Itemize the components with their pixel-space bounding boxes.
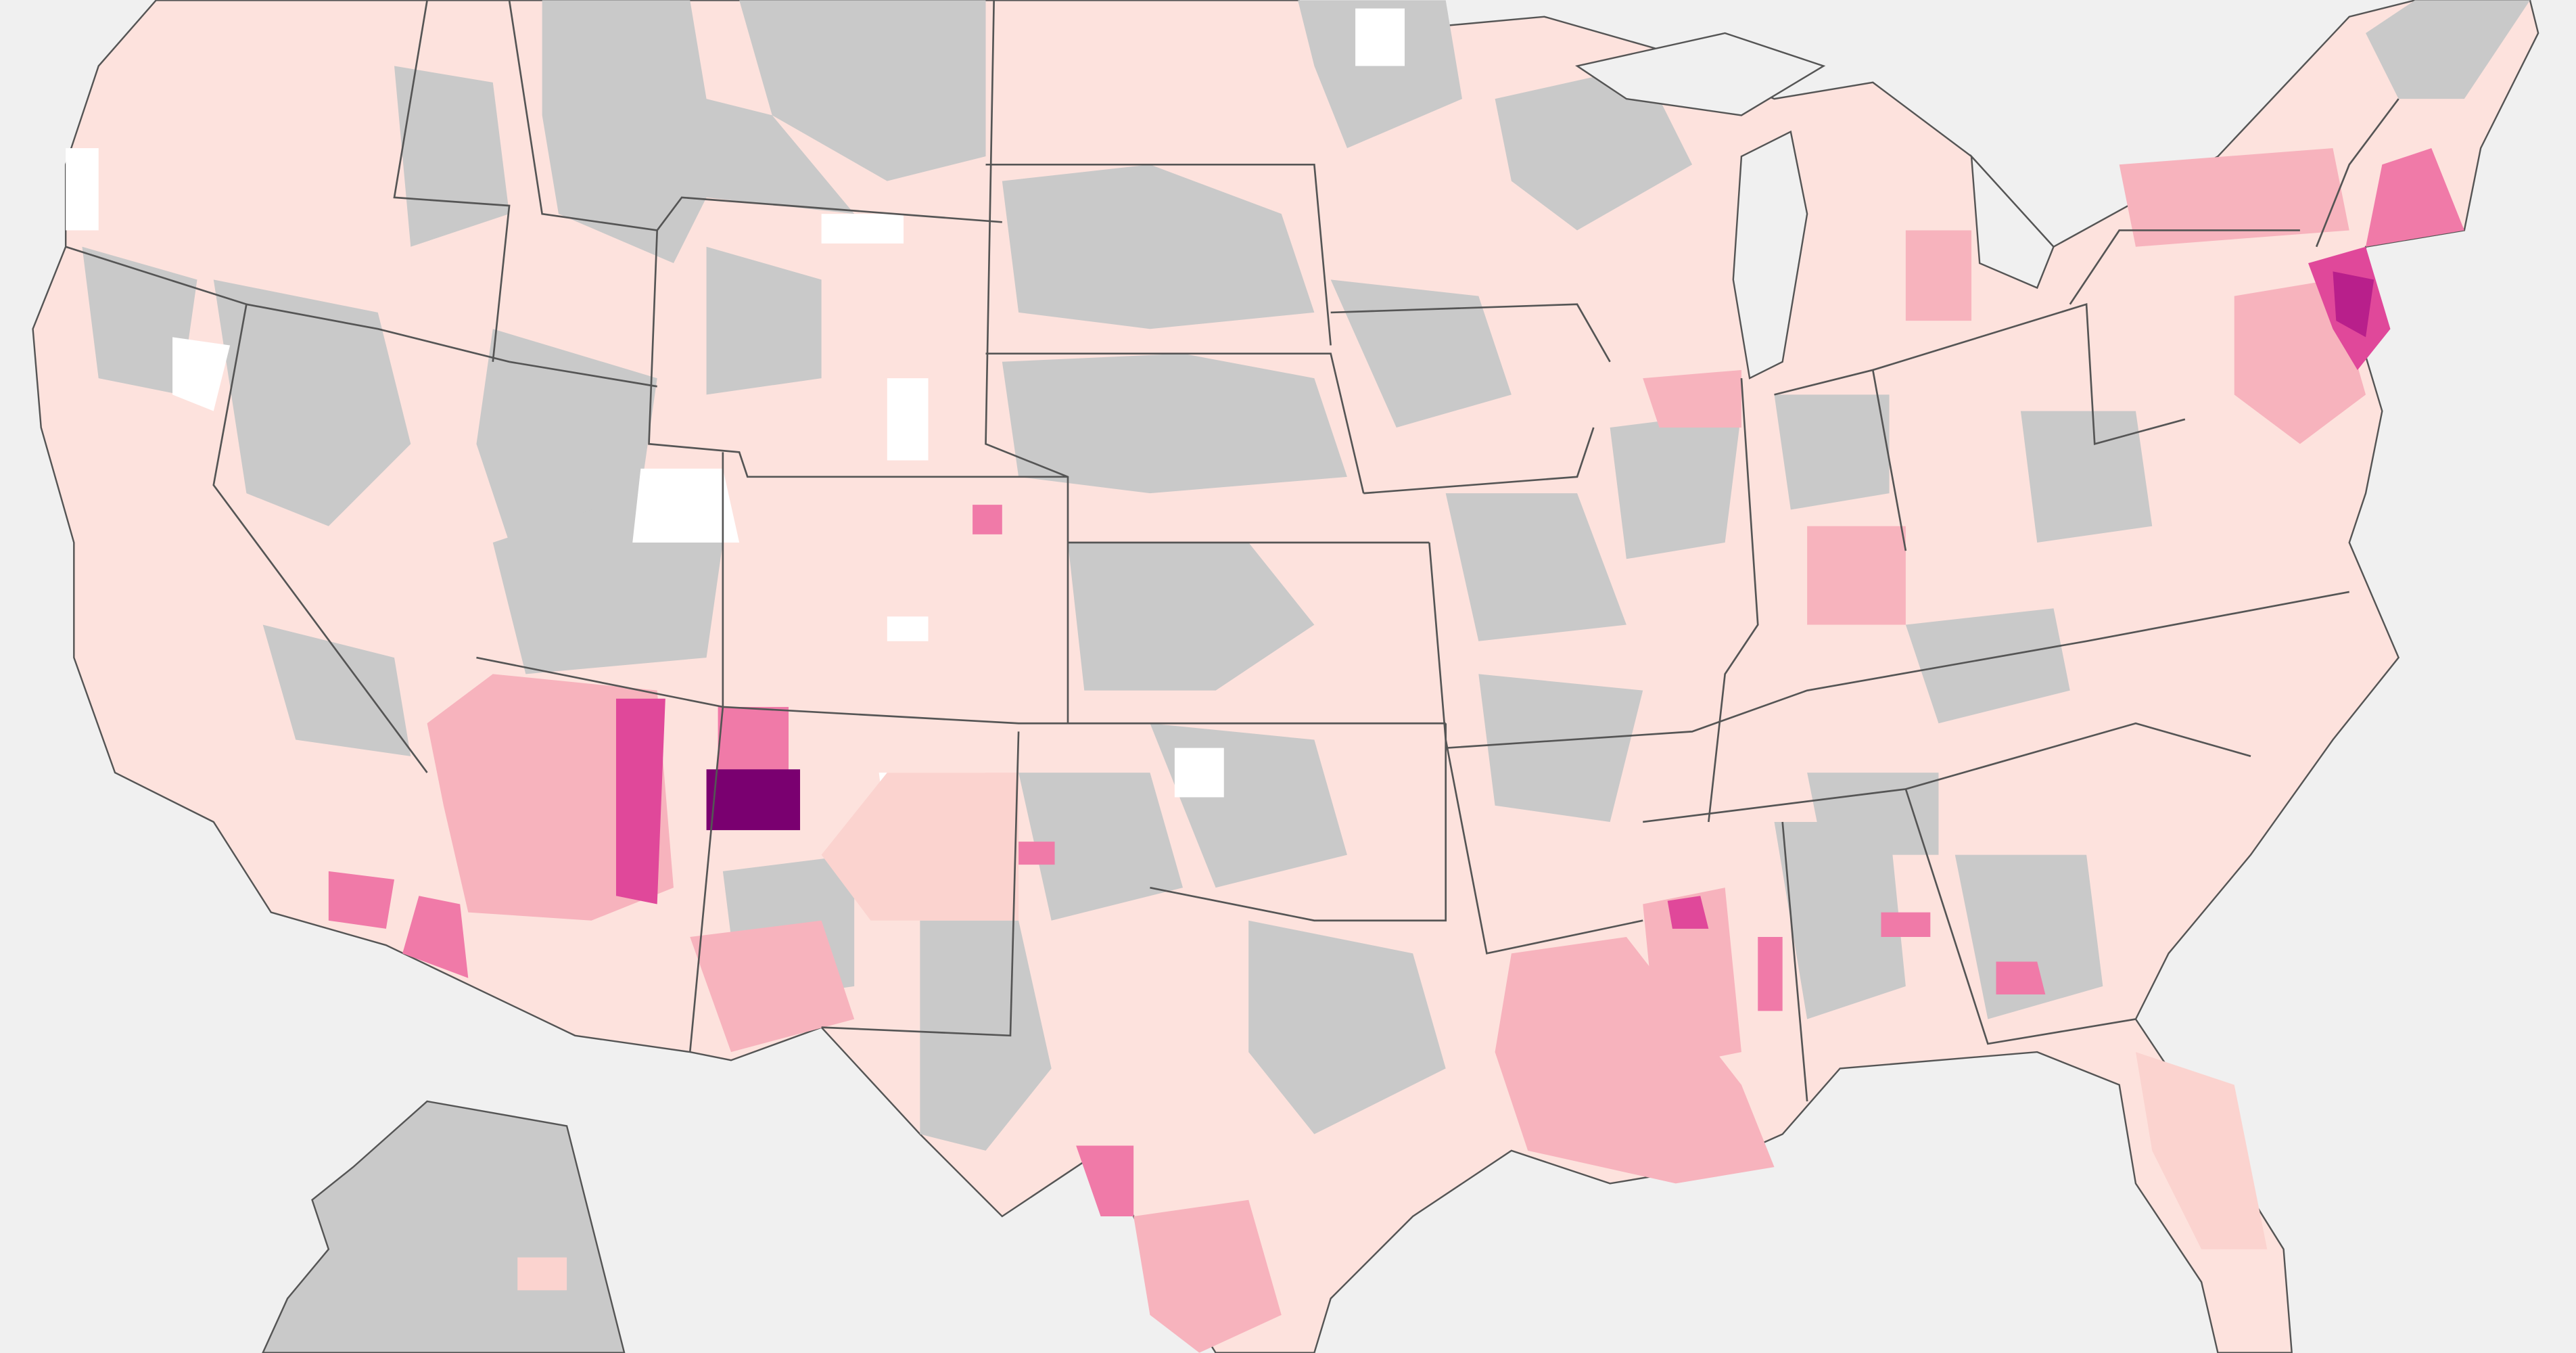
high-counties	[328, 148, 2464, 1216]
county	[517, 1257, 567, 1291]
pink-counties	[427, 148, 2366, 1353]
us-land	[32, 0, 2539, 1353]
lakes	[1574, 32, 2055, 380]
no-data-counties	[82, 0, 2530, 1151]
state-borders	[65, 0, 2399, 1102]
